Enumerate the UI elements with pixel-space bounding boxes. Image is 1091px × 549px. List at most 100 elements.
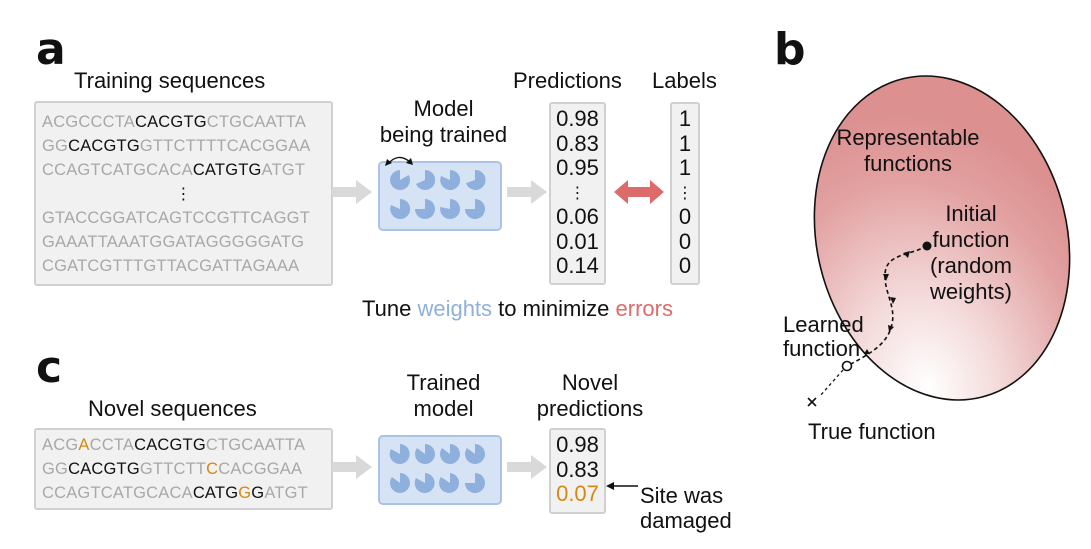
initial-line: Initial <box>945 201 997 226</box>
base-segment: CTGCAATTA <box>205 436 306 454</box>
training-seq-line: GAAATTAAATGGATAGGGGGATG <box>42 230 304 254</box>
initial-line: weights) <box>930 279 1012 304</box>
base-segment: ACG <box>42 436 79 454</box>
site-note-line: Site was <box>640 483 724 508</box>
arrow-right-icon <box>332 180 372 204</box>
gap-to-true-function <box>819 369 844 397</box>
novel-seq-line: GGCACGTGGTTCTTCCACGGAA <box>42 457 302 481</box>
representable-functions-label: Representable functions <box>828 125 988 177</box>
labels-list: 1 1 1 ⋮ 0 0 0 <box>672 104 698 279</box>
labels-title: Labels <box>652 68 717 93</box>
training-seq-line: ACGCCCTACACGTGCTGCAATTA <box>42 110 306 134</box>
arrow-right-icon <box>507 455 547 479</box>
training-seq-line: CCAGTCATGCACACATGTGATGT <box>42 158 305 182</box>
labels-column: 1 1 1 ⋮ 0 0 0 <box>670 102 700 285</box>
column-value: 0.95 <box>556 155 599 180</box>
column-ellipsis: ⋮ <box>569 182 586 202</box>
initial-function-label: Initial function (random weights) <box>918 201 1024 305</box>
model-being-trained <box>378 161 502 231</box>
predictions-title: Predictions <box>513 68 622 93</box>
base-segment: GTTCTT <box>139 460 207 478</box>
novel-predictions-title: Novel predictions <box>534 370 646 422</box>
motif-segment: CACGTG <box>68 137 140 155</box>
motif-segment: G <box>251 484 265 502</box>
base-segment: ATGT <box>261 161 306 179</box>
mutation-segment: G <box>238 484 252 502</box>
column-value: 0.98 <box>556 106 599 131</box>
base-segment: CCTA <box>89 436 135 454</box>
trained-title-line: Trained <box>406 370 481 395</box>
column-value: 0 <box>678 204 692 229</box>
base-segment: GG <box>42 137 69 155</box>
initial-function-point <box>922 241 932 251</box>
training-seq-line: GTACCGGATCAGTCCGTTCAGGT <box>42 206 310 230</box>
initial-line: (random <box>930 253 1012 278</box>
learned-function-point <box>841 360 853 372</box>
novel-predictions-column: 0.98 0.83 0.07 <box>549 428 606 514</box>
novel-pred-title-line: Novel <box>561 370 619 395</box>
training-sequences-box: ACGCCCTACACGTGCTGCAATTA GGCACGTGGTTCTTTT… <box>34 101 333 286</box>
training-sequences-title: Training sequences <box>74 68 266 93</box>
novel-pred-title-line: predictions <box>536 396 644 421</box>
column-ellipsis: ⋮ <box>677 182 693 202</box>
tune-text: Tune <box>362 296 418 321</box>
tune-caption: Tune weights to minimize errors <box>362 298 673 320</box>
column-value: 0 <box>678 253 692 278</box>
weight-dials-icon <box>390 169 486 219</box>
column-value: 0.06 <box>556 204 599 229</box>
learned-line: function <box>783 336 861 361</box>
site-note-line: damaged <box>640 508 732 533</box>
learned-function-label: Learned function <box>783 313 864 361</box>
pointer-arrow-icon <box>606 482 638 490</box>
column-value: 1 <box>678 155 692 180</box>
predictions-column: 0.98 0.83 0.95 ⋮ 0.06 0.01 0.14 <box>549 102 606 285</box>
trained-title-line: model <box>413 396 474 421</box>
trained-model-title: Trained model <box>376 370 511 422</box>
representable-line: Representable <box>836 125 980 150</box>
column-value: 0.14 <box>556 253 599 278</box>
motif-segment: CACGTG <box>134 436 206 454</box>
base-segment: CTGCAATTA <box>206 113 307 131</box>
novel-predictions-list: 0.98 0.83 0.07 <box>551 430 604 507</box>
weights-text: weights <box>417 296 493 321</box>
mutation-segment: C <box>206 460 219 478</box>
column-value: 0.83 <box>556 456 599 482</box>
base-segment: GTACCGGATCAGTCCGTTCAGGT <box>42 209 310 227</box>
adjust-arrow-icon <box>385 156 413 166</box>
representable-line: functions <box>863 151 953 176</box>
column-value: 1 <box>678 106 692 131</box>
base-segment: CCAGTCATGCACA <box>42 484 193 502</box>
panel-letter-b: b <box>774 24 806 75</box>
learning-trajectory <box>846 245 928 367</box>
column-value: 0.01 <box>556 228 599 254</box>
trained-model <box>378 435 502 505</box>
arrow-right-icon <box>507 180 547 204</box>
novel-sequences-title: Novel sequences <box>88 396 257 421</box>
motif-segment: CACGTG <box>134 113 207 131</box>
mutation-segment: A <box>78 436 90 454</box>
true-function-mark <box>807 397 817 407</box>
learned-line: Learned <box>783 312 864 337</box>
base-segment: GG <box>42 460 69 478</box>
base-segment: ATGT <box>264 484 308 502</box>
predictions-list: 0.98 0.83 0.95 ⋮ 0.06 0.01 0.14 <box>551 104 604 279</box>
training-seq-line: CGATCGTTTGTTACGATTAGAAA <box>42 254 299 278</box>
novel-sequences-box: ACGACCTACACGTGCTGCAATTA GGCACGTGGTTCTTCC… <box>34 428 333 510</box>
base-segment: CGATCGTTTGTTACGATTAGAAA <box>42 257 300 275</box>
sequence-ellipsis: ⋮ <box>175 184 192 203</box>
panel-letter-a: a <box>36 24 66 75</box>
novel-seq-line: CCAGTCATGCACACATGGGATGT <box>42 481 308 505</box>
base-segment: GTTCTTTTCACGGAA <box>139 137 311 155</box>
base-segment: ACGCCCTA <box>42 113 135 131</box>
training-seq-line: GGCACGTGGTTCTTTTCACGGAA <box>42 134 311 158</box>
initial-line: function <box>932 227 1010 252</box>
true-function-label: True function <box>808 419 936 444</box>
arrow-right-icon <box>332 455 372 479</box>
errors-text: errors <box>615 296 673 321</box>
novel-seq-line: ACGACCTACACGTGCTGCAATTA <box>42 433 305 457</box>
column-value: 0.98 <box>556 432 599 457</box>
site-damaged-note: Site was damaged <box>640 483 732 533</box>
motif-segment: CATGTG <box>192 161 262 179</box>
column-value: 0 <box>678 228 692 254</box>
column-value: 1 <box>678 130 692 156</box>
